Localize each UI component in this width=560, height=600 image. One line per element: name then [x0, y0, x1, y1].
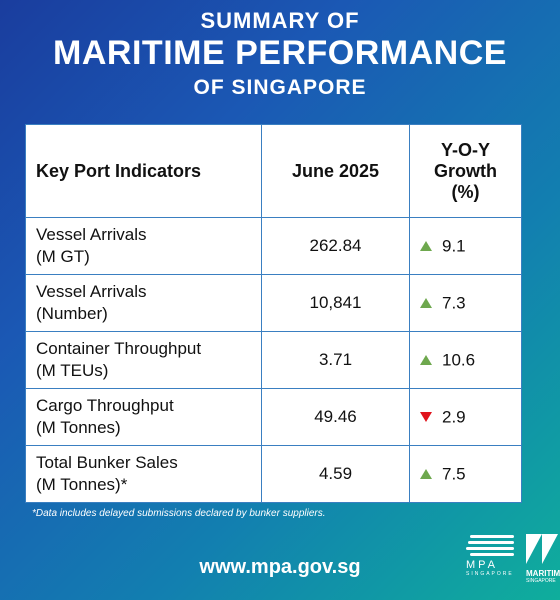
table-row: Container Throughput (M TEUs) 3.71 10.6: [25, 331, 522, 389]
table-row: Vessel Arrivals (M GT) 262.84 9.1: [25, 217, 522, 275]
maritime-singapore-logo: MARITIME SINGAPORE: [526, 534, 560, 596]
maritime-m-icon: [526, 534, 560, 569]
growth-cell: 2.9: [409, 388, 522, 446]
value-cell: 262.84: [261, 217, 410, 275]
table-row: Total Bunker Sales (M Tonnes)* 4.59 7.5: [25, 445, 522, 503]
value-cell: 10,841: [261, 274, 410, 332]
port-indicators-table: Key Port Indicators June 2025 Y-O-Y Grow…: [25, 124, 522, 503]
growth-cell: 7.5: [409, 445, 522, 503]
mpa-logo-subtext: SINGAPORE: [466, 571, 514, 577]
indicator-unit: (M TEUs): [36, 361, 109, 380]
table-header-row: Key Port Indicators June 2025 Y-O-Y Grow…: [25, 124, 522, 218]
indicator-name: Total Bunker Sales: [36, 453, 178, 472]
growth-cell: 10.6: [409, 331, 522, 389]
growth-value: 10.6: [442, 350, 476, 370]
indicator-cell: Container Throughput (M TEUs): [25, 331, 262, 389]
table-row: Cargo Throughput (M Tonnes) 49.46 2.9: [25, 388, 522, 446]
growth-cell: 7.3: [409, 274, 522, 332]
growth-header-line-1: Y-O-Y: [440, 139, 490, 160]
indicator-unit: (M GT): [36, 247, 90, 266]
indicator-name: Container Throughput: [36, 339, 202, 358]
indicator-cell: Total Bunker Sales (M Tonnes)*: [25, 445, 262, 503]
triangle-up-icon: [420, 241, 432, 252]
triangle-up-icon: [420, 355, 432, 366]
indicator-name: Cargo Throughput: [36, 396, 174, 415]
column-header-indicator: Key Port Indicators: [25, 124, 262, 218]
footnote: *Data includes delayed submissions decla…: [32, 508, 326, 519]
triangle-down-icon: [420, 412, 432, 423]
waves-icon: [466, 535, 518, 556]
growth-header-line-2: Growth: [434, 160, 497, 181]
growth-header-line-3: (%): [451, 181, 480, 202]
maritime-logo-subtext: SINGAPORE: [526, 578, 556, 584]
mpa-logo: MPA SINGAPORE: [466, 535, 518, 593]
column-header-growth: Y-O-Y Growth (%): [409, 124, 522, 218]
column-header-period: June 2025: [261, 124, 410, 218]
mpa-logo-text: MPA: [466, 559, 499, 571]
table-row: Vessel Arrivals (Number) 10,841 7.3: [25, 274, 522, 332]
value-cell: 3.71: [261, 331, 410, 389]
indicator-name: Vessel Arrivals: [36, 282, 147, 301]
indicator-unit: (Number): [36, 304, 108, 323]
title-line-3: OF SINGAPORE: [193, 76, 367, 99]
value-cell: 49.46: [261, 388, 410, 446]
website-link[interactable]: www.mpa.gov.sg: [199, 556, 361, 578]
indicator-unit: (M Tonnes)*: [36, 475, 128, 494]
title-line-2: MARITIME PERFORMANCE: [53, 34, 507, 72]
growth-value: 9.1: [442, 236, 466, 256]
indicator-unit: (M Tonnes): [36, 418, 121, 437]
value-cell: 4.59: [261, 445, 410, 503]
growth-cell: 9.1: [409, 217, 522, 275]
triangle-up-icon: [420, 469, 432, 480]
indicator-name: Vessel Arrivals: [36, 225, 147, 244]
triangle-up-icon: [420, 298, 432, 309]
title-line-1: SUMMARY OF: [200, 8, 360, 33]
growth-value: 2.9: [442, 407, 466, 427]
growth-value: 7.5: [442, 464, 466, 484]
maritime-logo-text: MARITIME: [526, 569, 560, 578]
indicator-cell: Cargo Throughput (M Tonnes): [25, 388, 262, 446]
indicator-cell: Vessel Arrivals (M GT): [25, 217, 262, 275]
growth-value: 7.3: [442, 293, 466, 313]
indicator-cell: Vessel Arrivals (Number): [25, 274, 262, 332]
